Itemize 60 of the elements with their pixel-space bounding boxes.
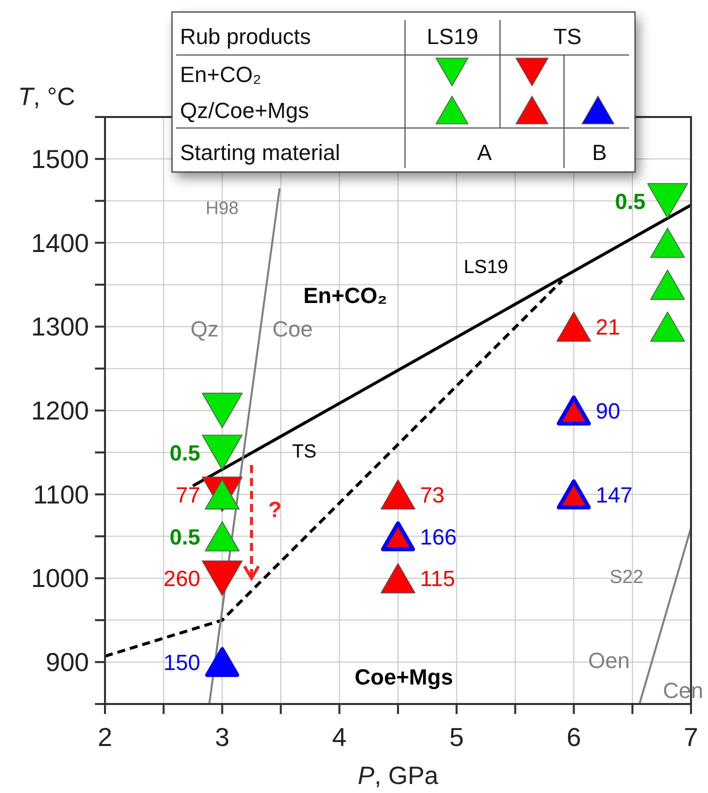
- x-tick-label: 6: [566, 722, 582, 752]
- point: [650, 270, 685, 300]
- text: En+CO₂: [180, 62, 262, 87]
- point: [650, 312, 685, 342]
- annotation: En+CO₂: [303, 283, 388, 308]
- annotation: 260: [163, 566, 200, 592]
- x-tick-label: 2: [98, 722, 112, 752]
- annotation: A: [477, 140, 492, 165]
- annotation: 0.5: [170, 440, 200, 466]
- annotation: 150: [163, 650, 200, 676]
- annotation: H98: [206, 198, 239, 218]
- y-tick-label: 1000: [31, 563, 89, 594]
- annotation: 73: [420, 482, 444, 508]
- text: LS19: [426, 24, 478, 49]
- y-axis-title: T, °C: [18, 83, 76, 111]
- annotation: 0.5: [170, 524, 200, 550]
- point: [650, 228, 685, 258]
- y-tick-label: 900: [46, 647, 89, 678]
- point: [556, 312, 592, 342]
- annotation: B: [592, 140, 607, 165]
- point: [556, 396, 591, 426]
- point: [380, 563, 416, 594]
- point: [204, 521, 240, 552]
- x-tick-label: 3: [214, 722, 230, 752]
- x-tick-label: 7: [684, 722, 698, 752]
- y-tick-label: 1200: [31, 396, 89, 426]
- annotation: 0.5: [614, 188, 646, 214]
- annotation: Qz/Coe+Mgs: [180, 98, 309, 123]
- point: [205, 647, 240, 678]
- annotation: LS19: [464, 256, 508, 278]
- point: [380, 479, 416, 510]
- point: [647, 183, 688, 219]
- annotation: Coe+Mgs: [354, 664, 454, 690]
- x-tick-label: 5: [449, 722, 464, 752]
- annotation: Coe: [272, 316, 313, 342]
- text: Rub products: [180, 24, 311, 49]
- x-axis-title: P, GPa: [358, 762, 438, 790]
- x-tick-label: 4: [332, 722, 347, 752]
- annotation: 115: [420, 566, 456, 592]
- point: [381, 521, 415, 552]
- annotation: 77: [176, 482, 200, 508]
- y-tick-label: 1300: [31, 312, 89, 342]
- text: TS: [553, 24, 582, 49]
- annotation: 90: [596, 398, 620, 424]
- y-tick-label: 1100: [33, 479, 89, 510]
- annotation: 166: [420, 524, 457, 550]
- annotation: Oen: [588, 648, 630, 673]
- y-tick-label: 1400: [31, 228, 89, 258]
- annotation: S22: [610, 567, 644, 588]
- annotation: Starting material: [180, 140, 340, 165]
- annotation: 21: [596, 314, 620, 340]
- point: [202, 560, 243, 596]
- point: [202, 392, 243, 428]
- annotation: ?: [268, 496, 282, 522]
- y-tick-label: 1500: [31, 144, 89, 174]
- annotation: TS: [292, 441, 316, 462]
- annotation: Qz: [190, 316, 219, 342]
- point: [556, 479, 591, 510]
- annotation: 147: [596, 482, 633, 508]
- point: [202, 434, 243, 470]
